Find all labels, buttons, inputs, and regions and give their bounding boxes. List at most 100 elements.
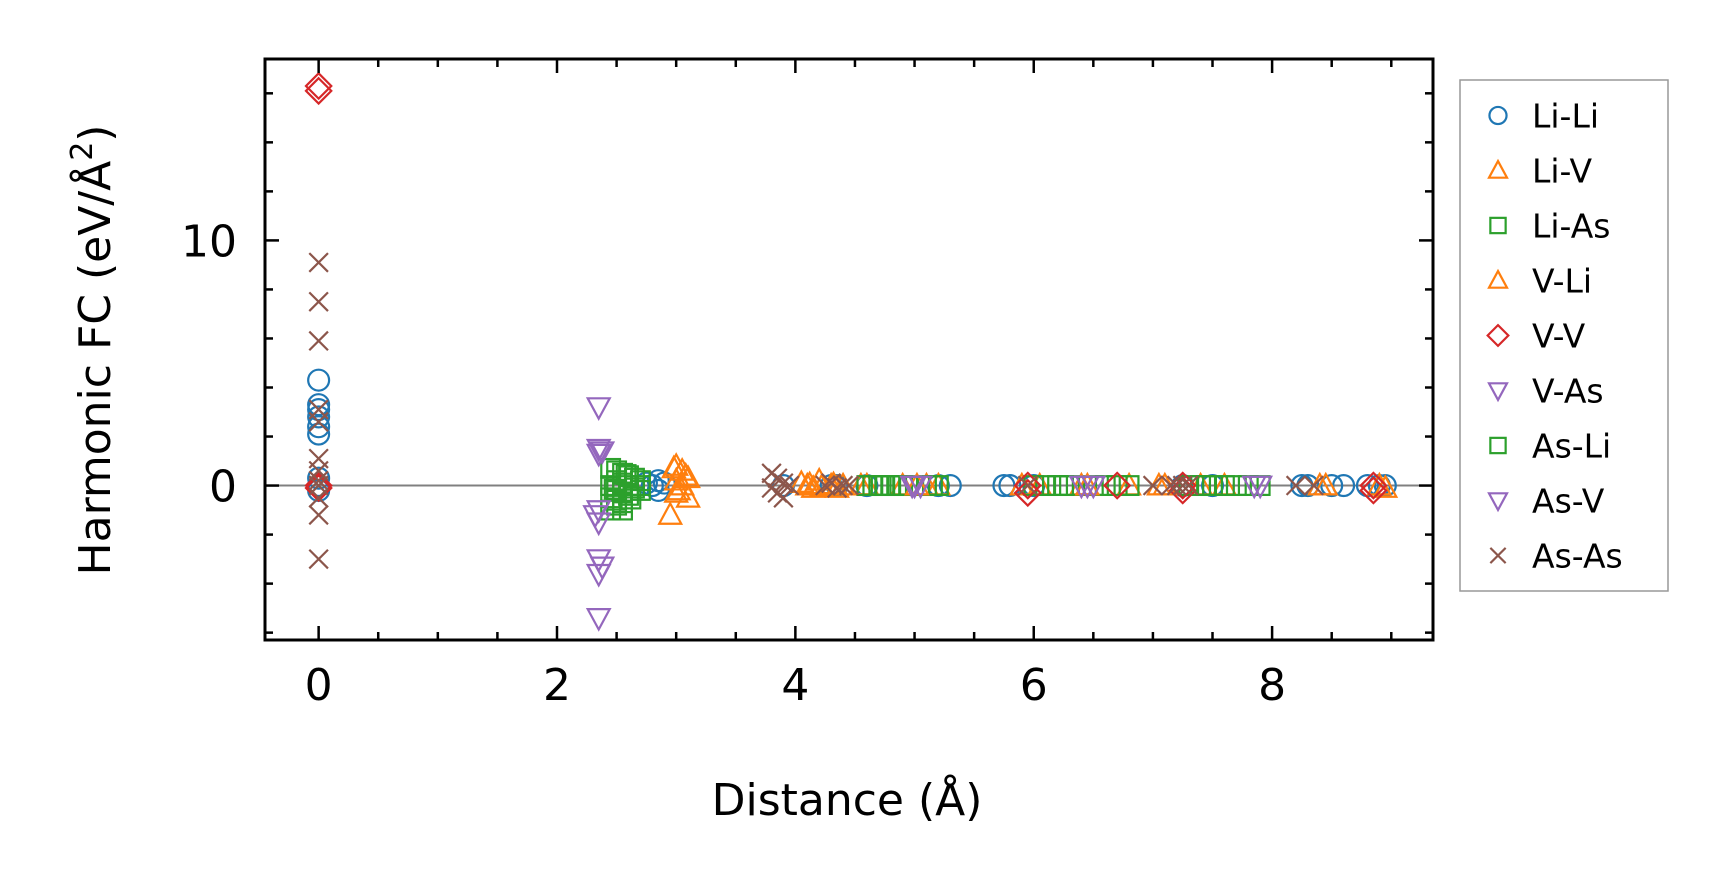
data-point bbox=[663, 466, 690, 491]
data-point bbox=[794, 471, 821, 496]
data-point bbox=[938, 474, 962, 498]
data-point bbox=[603, 478, 625, 500]
data-point bbox=[307, 398, 331, 422]
x-tick-label: 2 bbox=[543, 660, 571, 711]
legend-item: As-As bbox=[1489, 537, 1623, 576]
data-point bbox=[1023, 475, 1045, 497]
legend-label: Li-Li bbox=[1532, 97, 1599, 136]
data-point bbox=[304, 76, 333, 106]
data-point bbox=[998, 474, 1022, 498]
series-as-as bbox=[308, 252, 1324, 570]
series-v-v bbox=[304, 71, 1388, 508]
x-tick-label: 0 bbox=[305, 660, 333, 711]
y-axis-title: Harmonic FC (eV/Å2) bbox=[65, 125, 121, 576]
data-point bbox=[585, 397, 612, 421]
data-point bbox=[1359, 471, 1388, 500]
legend-marker bbox=[1487, 268, 1509, 289]
data-point bbox=[582, 505, 608, 529]
data-point bbox=[675, 483, 701, 508]
data-point bbox=[304, 71, 333, 101]
x-tick-label: 8 bbox=[1258, 660, 1286, 711]
data-point bbox=[660, 454, 687, 479]
plot-marks bbox=[265, 71, 1433, 632]
data-point bbox=[308, 330, 329, 352]
axes: 0 2 4 6 8 0 10 bbox=[181, 57, 1435, 711]
y-tick-label: 0 bbox=[209, 462, 237, 513]
data-point bbox=[585, 438, 612, 463]
data-point bbox=[1053, 475, 1074, 497]
legend-item: V-V bbox=[1486, 317, 1586, 356]
data-point bbox=[308, 548, 329, 570]
data-point bbox=[665, 476, 692, 501]
x-axis-title: Distance (Å) bbox=[712, 773, 983, 826]
data-point bbox=[1372, 474, 1399, 498]
data-point bbox=[308, 504, 329, 526]
data-point bbox=[832, 475, 854, 496]
legend-label: V-Li bbox=[1532, 262, 1592, 301]
data-point bbox=[1172, 475, 1193, 496]
data-point bbox=[788, 469, 815, 494]
legend-marker bbox=[1489, 547, 1507, 564]
legend-label: V-V bbox=[1532, 317, 1586, 356]
data-point bbox=[308, 487, 329, 508]
legend-marker bbox=[1487, 158, 1509, 179]
legend-item: As-V bbox=[1487, 482, 1605, 521]
series-li-as bbox=[600, 457, 1271, 521]
legend-item: Li-As bbox=[1489, 207, 1611, 246]
data-point bbox=[796, 470, 823, 495]
data-point bbox=[800, 474, 827, 498]
data-point bbox=[640, 474, 664, 498]
data-point bbox=[1178, 475, 1199, 496]
legend-marker bbox=[1486, 323, 1510, 348]
series-v-li bbox=[660, 454, 1339, 501]
series-v-as bbox=[585, 397, 1274, 632]
data-point bbox=[615, 464, 637, 485]
y-axis-title-end: ) bbox=[70, 125, 121, 142]
data-point bbox=[589, 556, 616, 581]
data-point bbox=[1359, 476, 1388, 505]
data-point bbox=[307, 393, 331, 417]
y-tick-label: 10 bbox=[181, 216, 237, 267]
data-point bbox=[1168, 476, 1197, 505]
legend-marker bbox=[1489, 216, 1507, 235]
legend-label: Li-V bbox=[1532, 152, 1593, 191]
data-point bbox=[1142, 475, 1164, 496]
data-point bbox=[779, 475, 800, 496]
data-point bbox=[308, 470, 329, 491]
y-axis-title-superscript: 2 bbox=[65, 142, 100, 161]
data-point bbox=[308, 411, 329, 432]
legend-item: Li-Li bbox=[1488, 97, 1599, 136]
y-axis-title-main: Harmonic FC (eV/Å bbox=[68, 161, 121, 576]
data-point bbox=[927, 475, 949, 497]
data-point bbox=[585, 443, 612, 468]
data-point bbox=[1303, 475, 1324, 496]
data-point bbox=[838, 475, 860, 496]
data-point bbox=[307, 466, 331, 490]
data-point bbox=[1017, 475, 1038, 496]
data-point bbox=[773, 487, 794, 508]
legend-marker bbox=[1487, 382, 1509, 403]
data-point bbox=[1068, 475, 1095, 500]
data-point bbox=[657, 501, 684, 525]
legend-label: As-V bbox=[1532, 482, 1605, 521]
data-point bbox=[1106, 475, 1128, 497]
data-point bbox=[307, 422, 331, 446]
data-point bbox=[304, 473, 333, 503]
legend-marker bbox=[1489, 436, 1507, 455]
data-point bbox=[1013, 471, 1042, 500]
data-point bbox=[826, 477, 848, 499]
data-point bbox=[815, 475, 836, 496]
legend-label: As-As bbox=[1532, 537, 1623, 576]
data-point bbox=[307, 405, 331, 429]
x-tick-label: 4 bbox=[781, 660, 809, 711]
data-point bbox=[1118, 475, 1140, 497]
legend-label: As-Li bbox=[1532, 427, 1611, 466]
series-as-li bbox=[603, 464, 1218, 510]
data-point bbox=[1225, 475, 1247, 497]
data-point bbox=[899, 475, 926, 500]
legend-item: V-As bbox=[1487, 372, 1604, 411]
data-point bbox=[1241, 475, 1268, 500]
data-point bbox=[1312, 471, 1339, 496]
